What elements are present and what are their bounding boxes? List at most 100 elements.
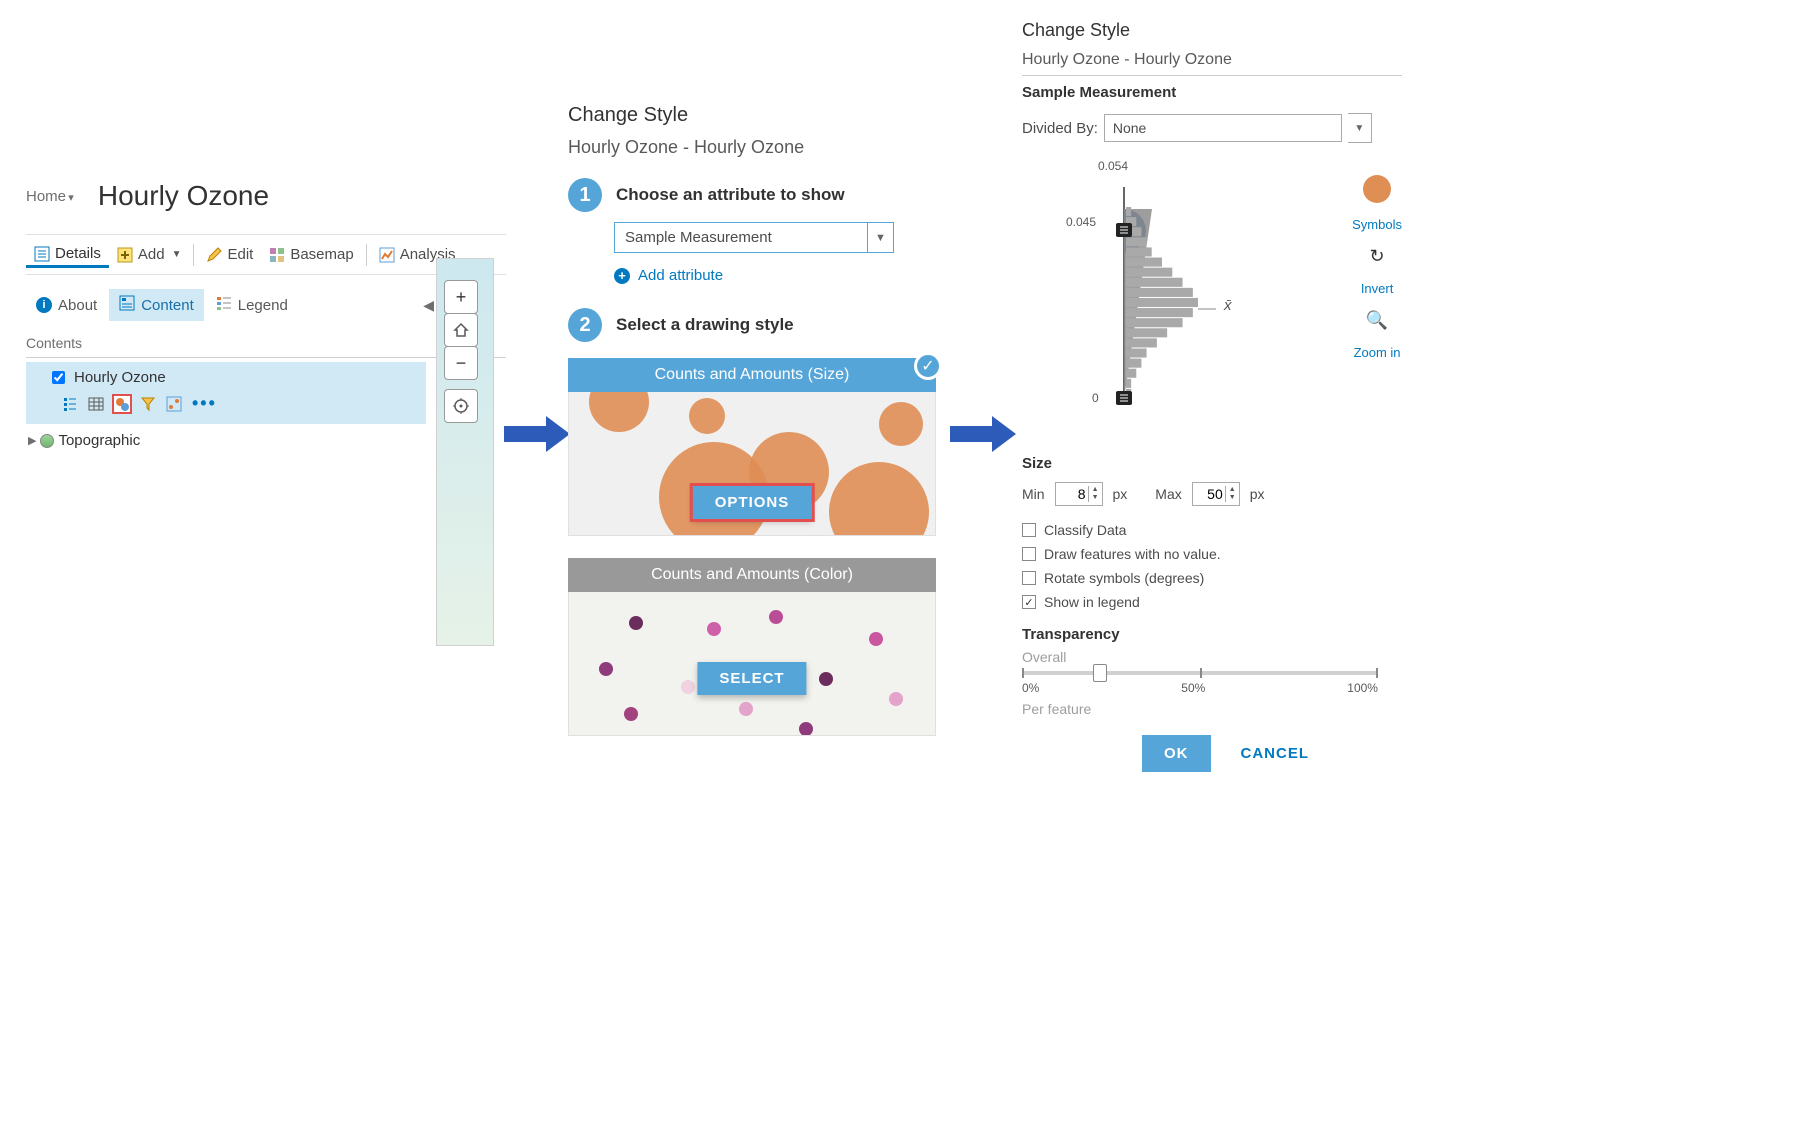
add-attribute-link[interactable]: + Add attribute	[614, 267, 944, 284]
zoom-in-button[interactable]: +	[444, 280, 478, 314]
symbol-preview-icon[interactable]	[1363, 175, 1391, 203]
chevron-down-icon[interactable]: ▼	[1348, 113, 1372, 143]
classify-data-label: Classify Data	[1044, 522, 1126, 538]
slider-tick-100: 100%	[1347, 681, 1378, 695]
add-icon	[117, 247, 133, 263]
divided-by-label: Divided By:	[1022, 120, 1098, 137]
options-title: Change Style	[1022, 20, 1402, 41]
size-unit-2: px	[1250, 486, 1265, 502]
toolbar-basemap[interactable]: Basemap	[261, 242, 361, 267]
main-toolbar: Details Add▼ Edit Basemap Analysis	[26, 234, 506, 275]
basemap-icon	[269, 247, 285, 263]
change-style-subtitle: Hourly Ozone - Hourly Ozone	[568, 137, 944, 158]
options-subtitle: Hourly Ozone - Hourly Ozone	[1022, 51, 1402, 76]
home-extent-button[interactable]	[444, 313, 478, 347]
step-2-badge: 2	[568, 308, 602, 342]
cancel-button[interactable]: CANCEL	[1241, 745, 1310, 762]
tab-content[interactable]: Content	[109, 289, 204, 321]
rotate-label: Rotate symbols (degrees)	[1044, 570, 1204, 586]
histogram-svg	[1108, 187, 1248, 417]
show-legend-checkbox[interactable]	[1022, 595, 1036, 609]
ok-button[interactable]: OK	[1142, 735, 1211, 772]
flow-arrow-2	[950, 426, 994, 442]
attribute-value: Sample Measurement	[614, 222, 868, 253]
home-link[interactable]: Home ▾	[26, 188, 78, 205]
transparency-slider[interactable]: 0% 50% 100%	[1022, 671, 1378, 695]
show-legend-label: Show in legend	[1044, 594, 1140, 610]
rotate-checkbox[interactable]	[1022, 571, 1036, 585]
details-subnav: i About Content Legend ◀	[26, 289, 426, 321]
style-card-size-header: Counts and Amounts (Size)	[568, 358, 936, 392]
tab-legend[interactable]: Legend	[206, 289, 298, 321]
style-options-button[interactable]: OPTIONS	[693, 486, 812, 519]
collapse-caret-icon[interactable]: ◀	[423, 297, 434, 314]
zoom-out-button[interactable]: −	[444, 346, 478, 380]
globe-icon	[40, 434, 54, 448]
chevron-down-icon: ▾	[68, 192, 74, 204]
size-max-label: Max	[1155, 486, 1181, 502]
style-card-color[interactable]: Counts and Amounts (Color) SELECT	[568, 558, 936, 736]
size-min-label: Min	[1022, 486, 1045, 502]
basemap-layer-name: Topographic	[58, 432, 140, 449]
layer-item-basemap[interactable]: ▶ Topographic	[28, 432, 506, 449]
size-min-input[interactable]: ▲▼	[1055, 482, 1103, 506]
zoom-icon[interactable]: 🔍	[1366, 310, 1388, 331]
show-legend-icon[interactable]	[60, 394, 80, 414]
style-select-button[interactable]: SELECT	[697, 662, 806, 695]
layer-tools: •••	[60, 393, 420, 414]
more-options-icon[interactable]: •••	[192, 393, 217, 414]
map-nav-controls: + −	[444, 280, 480, 422]
toolbar-details[interactable]: Details	[26, 241, 109, 268]
filter-icon[interactable]	[138, 394, 158, 414]
slider-tick-50: 50%	[1181, 681, 1205, 695]
change-style-step-panel: Change Style Hourly Ozone - Hourly Ozone…	[568, 104, 944, 736]
style-card-color-preview: SELECT	[568, 592, 936, 736]
map-viewer-panel: Home ▾ Hourly Ozone Details Add▼ Edit	[26, 180, 506, 449]
perform-analysis-icon[interactable]	[164, 394, 184, 414]
step-1-badge: 1	[568, 178, 602, 212]
invert-link[interactable]: Invert	[1361, 281, 1394, 296]
layer-visibility-checkbox[interactable]	[52, 371, 65, 384]
transparency-label: Transparency	[1022, 626, 1402, 643]
change-style-icon[interactable]	[112, 394, 132, 414]
invert-icon[interactable]: ↻	[1370, 246, 1385, 267]
layer-item-hourly-ozone[interactable]: Hourly Ozone •••	[26, 362, 426, 424]
page-title: Hourly Ozone	[98, 180, 269, 212]
no-value-checkbox[interactable]	[1022, 547, 1036, 561]
change-style-title: Change Style	[568, 104, 944, 127]
chevron-down-icon: ▼	[172, 249, 182, 260]
attribute-select[interactable]: Sample Measurement ▼	[614, 222, 944, 253]
arrow-head-icon	[546, 416, 570, 452]
toolbar-edit[interactable]: Edit	[198, 242, 261, 267]
style-card-size[interactable]: Counts and Amounts (Size) ✓ OPTIONS	[568, 358, 936, 536]
step-1-label: Choose an attribute to show	[616, 185, 845, 205]
tab-about[interactable]: i About	[26, 291, 107, 320]
show-table-icon[interactable]	[86, 394, 106, 414]
classify-data-checkbox[interactable]	[1022, 523, 1036, 537]
divided-by-select[interactable]: None	[1104, 114, 1342, 142]
layer-name: Hourly Ozone	[74, 369, 166, 386]
flow-arrow-1	[504, 426, 548, 442]
expand-caret-icon: ▶	[28, 434, 36, 447]
locate-button[interactable]	[444, 389, 478, 423]
symbol-side-tools: Symbols ↻ Invert 🔍 Zoom in	[1352, 175, 1402, 360]
contents-heading: Contents	[26, 335, 506, 351]
no-value-label: Draw features with no value.	[1044, 546, 1221, 562]
field-name: Sample Measurement	[1022, 84, 1402, 101]
hist-top-label: 0.054	[1098, 159, 1128, 173]
content-icon	[119, 295, 135, 315]
info-icon: i	[36, 297, 52, 313]
histogram-ramp[interactable]: 0.054 0.045 0 x̄ Symbols ↻ Invert �	[1022, 159, 1402, 441]
size-max-input[interactable]: ▲▼	[1192, 482, 1240, 506]
per-feature-label: Per feature	[1022, 701, 1402, 717]
symbols-link[interactable]: Symbols	[1352, 217, 1402, 232]
size-section-label: Size	[1022, 455, 1402, 472]
step-2-label: Select a drawing style	[616, 315, 794, 335]
toolbar-add[interactable]: Add▼	[109, 242, 190, 267]
zoom-in-link[interactable]: Zoom in	[1354, 345, 1401, 360]
chevron-down-icon[interactable]: ▼	[868, 222, 894, 253]
analysis-icon	[379, 247, 395, 263]
overall-label: Overall	[1022, 649, 1402, 665]
hist-bottom-label: 0	[1092, 391, 1099, 405]
plus-circle-icon: +	[614, 268, 630, 284]
